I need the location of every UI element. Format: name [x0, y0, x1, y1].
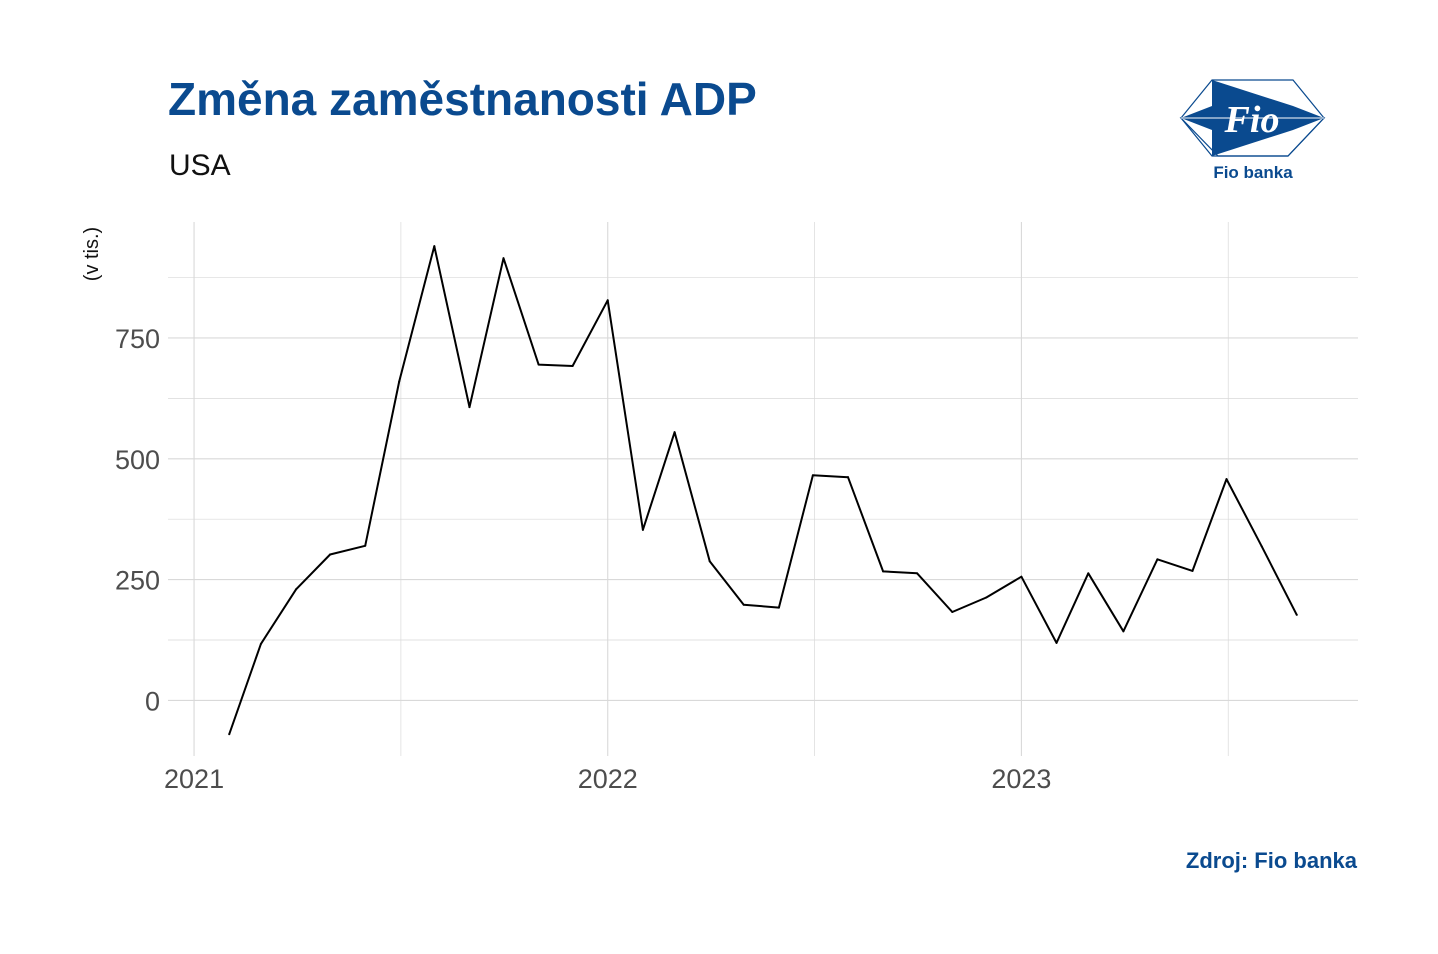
data-point	[1122, 630, 1125, 633]
data-point	[398, 380, 401, 383]
data-point	[571, 365, 574, 368]
data-point	[882, 570, 885, 573]
data-point	[606, 299, 609, 302]
data-point	[1020, 575, 1023, 578]
plot-lines	[228, 245, 1298, 736]
y-axis-label: (v tis.)	[81, 227, 103, 281]
data-point	[1225, 478, 1228, 481]
x-tick-label: 2023	[991, 764, 1051, 794]
data-point	[777, 606, 780, 609]
source-note: Zdroj: Fio banka	[1185, 848, 1357, 873]
data-point	[811, 474, 814, 477]
data-point	[468, 406, 471, 409]
data-point	[502, 257, 505, 260]
data-point	[742, 603, 745, 606]
data-point	[1295, 613, 1298, 616]
data-point	[228, 733, 231, 736]
data-point	[847, 476, 849, 479]
data-point	[329, 553, 332, 556]
data-point	[708, 560, 711, 563]
fio-banka-logo: Fio Fio banka	[1178, 76, 1328, 186]
data-point	[985, 596, 988, 599]
x-axis-ticks: 2021 2022 2023	[164, 764, 1051, 794]
data-point	[537, 363, 540, 366]
data-point	[1191, 569, 1194, 572]
data-point	[1087, 572, 1090, 575]
y-tick-label: 250	[115, 566, 160, 596]
y-axis-ticks: 0 250 500 750	[115, 324, 160, 716]
data-point	[295, 588, 298, 591]
y-tick-label: 0	[145, 686, 160, 716]
x-tick-label: 2022	[578, 764, 638, 794]
series-line	[228, 245, 1298, 735]
data-point	[1156, 558, 1159, 561]
fio-logo-icon: Fio Fio banka	[1179, 79, 1326, 182]
x-tick-label: 2021	[164, 764, 224, 794]
y-tick-label: 500	[115, 445, 160, 475]
grid-minor	[168, 222, 1358, 756]
logo-mark-text: Fio	[1224, 99, 1280, 141]
chart-subtitle: USA	[169, 149, 231, 182]
data-point	[1260, 545, 1263, 548]
chart-title: Změna zaměstnanosti ADP	[168, 73, 757, 125]
data-point	[641, 528, 644, 531]
data-point	[673, 431, 676, 434]
data-point	[364, 544, 367, 547]
logo-name: Fio banka	[1213, 163, 1293, 182]
data-point	[916, 572, 919, 575]
y-tick-label: 750	[115, 324, 160, 354]
grid-major	[168, 222, 1358, 756]
data-point	[1055, 641, 1058, 644]
data-point	[433, 245, 436, 248]
data-point	[951, 610, 954, 613]
data-point	[259, 642, 262, 645]
